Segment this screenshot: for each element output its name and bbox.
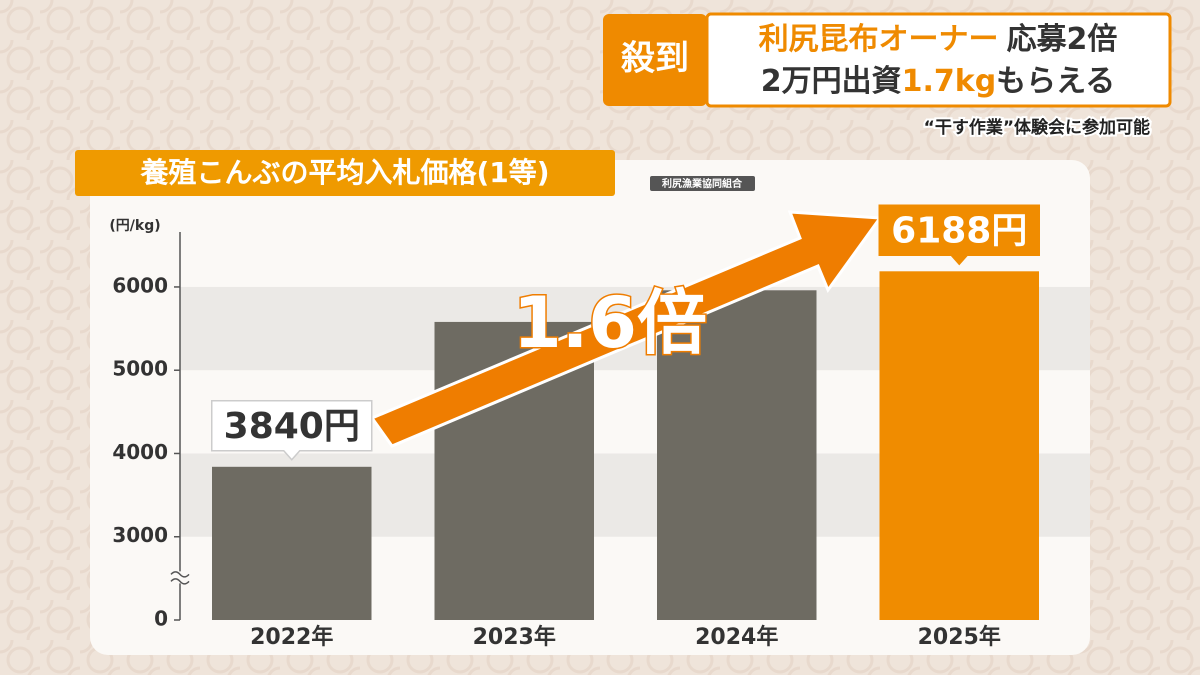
chart-title: 養殖こんぶの平均入札価格(1等) xyxy=(139,156,549,189)
y-tick-label: 4000 xyxy=(112,440,168,464)
header-line1-part: 応募2倍 xyxy=(1007,22,1118,57)
header-line2-part: 1.7kg xyxy=(902,64,997,99)
bar xyxy=(879,271,1039,620)
header-box xyxy=(705,12,1172,108)
x-tick-label: 2025年 xyxy=(918,624,1001,650)
axis-break-gap xyxy=(172,571,188,584)
y-tick-label: 6000 xyxy=(112,273,168,297)
y-tick-label: 3000 xyxy=(112,523,168,547)
trend-arrow xyxy=(369,210,883,448)
header-line2: 2万円出資1.7kgもらえる xyxy=(761,64,1116,99)
header-line1-part: 利尻昆布オーナー xyxy=(759,22,999,57)
header-tag-box xyxy=(603,14,707,106)
x-tick-label: 2024年 xyxy=(695,624,778,650)
y-tick-label: 0 xyxy=(154,607,168,631)
header-line2-part: 2万円出資 xyxy=(761,64,902,99)
y-tick-label: 5000 xyxy=(112,357,168,381)
source: 利尻漁業協同組合 xyxy=(662,177,743,190)
bar xyxy=(212,466,372,620)
axis-break xyxy=(170,571,190,578)
header-caption: “干す作業”体験会に参加可能 xyxy=(924,117,1150,138)
header-line1: 利尻昆布オーナー 応募2倍 xyxy=(759,22,1118,57)
bar xyxy=(657,290,817,620)
value-label: 6188円 xyxy=(891,210,1027,251)
annotation: 1.6倍 xyxy=(513,282,707,364)
y-axis-label: (円/kg) xyxy=(109,218,160,234)
value-label-box xyxy=(878,204,1040,266)
x-tick-label: 2023年 xyxy=(473,624,556,650)
header-tag: 殺到 xyxy=(621,39,689,79)
title-box xyxy=(75,150,615,196)
x-tick-label: 2022年 xyxy=(250,624,333,650)
source-box xyxy=(650,176,755,191)
value-label-box xyxy=(211,400,373,461)
header-line2-part: もらえる xyxy=(996,64,1115,99)
value-label: 3840円 xyxy=(224,406,360,447)
axis-break xyxy=(170,578,190,585)
